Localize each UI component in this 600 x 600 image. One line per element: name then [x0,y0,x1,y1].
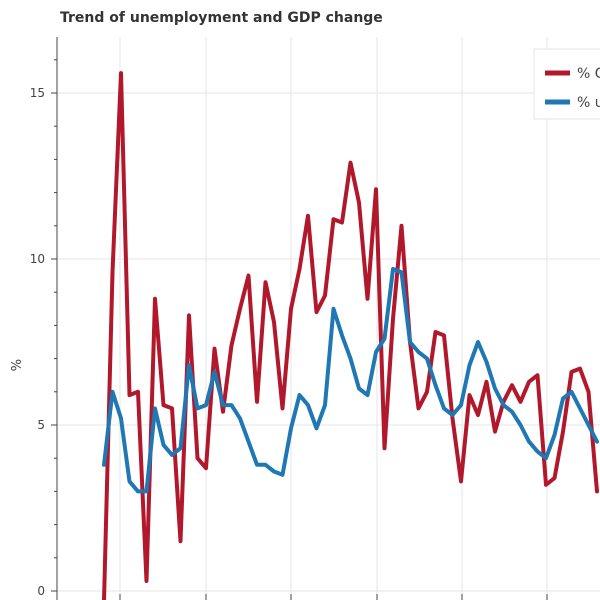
legend[interactable]: % G % u [533,48,600,120]
legend-label-1: % G [577,66,600,82]
y-axis-label: % [10,359,25,371]
series-line-1 [102,71,599,600]
y-tick-label: 10 [30,252,45,266]
y-tick-label: 15 [30,86,45,100]
grid [57,37,600,600]
series-lines [102,71,599,600]
series-line-2 [102,267,599,494]
axes: 0 5 10 15% [10,37,548,600]
legend-box [533,48,600,120]
y-tick-label: 0 [37,584,45,598]
y-tick-label: 5 [37,418,45,432]
chart-title: Trend of unemployment and GDP change [60,10,383,26]
legend-label-2: % u [577,95,600,111]
